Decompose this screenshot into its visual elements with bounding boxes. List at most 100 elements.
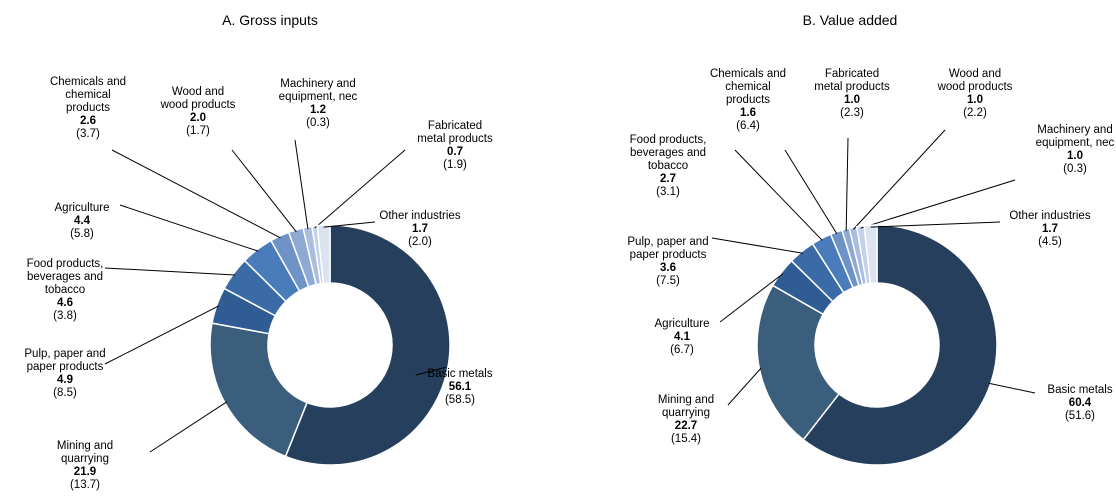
slice-label: Food products, beverages and tobacco 2.7(…	[603, 134, 733, 199]
leader-line	[104, 305, 219, 365]
donut-slice	[209, 322, 308, 458]
slice-label: Fabricated metal products 1.0 (2.3)	[787, 68, 917, 120]
leader-line	[853, 129, 946, 230]
value-label: 1.7	[1042, 223, 1058, 235]
category-label: Food products, beverages and tobacco	[26, 258, 104, 296]
slice-label: Agriculture 4.4 (5.8)	[17, 202, 147, 241]
secondary-label: (58.5)	[444, 394, 476, 406]
slice-label: Mining and quarrying 21.9 (13.7)	[20, 440, 150, 492]
donut-slice	[863, 224, 878, 285]
secondary-label: (3.7)	[76, 128, 100, 140]
leader-line	[870, 221, 1001, 228]
slice-label: Pulp, paper and paper products 4.9 (8.5)	[0, 348, 130, 400]
donut-slice	[802, 224, 998, 466]
category-label: Fabricated metal products	[814, 68, 890, 93]
value-label: 21.9	[73, 466, 97, 478]
category-label: Mining and quarrying	[657, 394, 715, 419]
donut-slice	[756, 284, 840, 441]
category-label: Basic metals	[427, 368, 493, 380]
leader-line	[111, 149, 281, 239]
slice-label: Machinery and equipment, nec 1.0 (0.3)	[1010, 124, 1116, 176]
category-label: Fabricated metal products	[417, 120, 493, 145]
category-label: Basic metals	[1047, 384, 1113, 396]
slice-label: Machinery and equipment, nec 1.2 (0.3)	[253, 78, 383, 130]
value-label: 4.9	[57, 374, 73, 386]
secondary-label: (51.6)	[1064, 410, 1096, 422]
donut-slice	[316, 224, 331, 285]
value-label: 2.6	[80, 115, 96, 127]
secondary-label: (3.8)	[53, 310, 77, 322]
leader-line	[104, 267, 236, 276]
leader-line	[719, 273, 784, 323]
leader-line	[711, 237, 803, 254]
leader-line	[119, 204, 259, 252]
leader-line	[323, 221, 376, 228]
slice-label: Chemicals and chemical products 1.6 (6.4)	[683, 68, 813, 133]
value-label: 4.4	[74, 215, 90, 227]
slice-label: Agriculture 4.1 (6.7)	[617, 318, 747, 357]
category-label: Chemicals and chemical products	[709, 68, 787, 106]
value-label: 2.7	[660, 173, 676, 185]
value-label: 56.1	[448, 381, 472, 393]
leader-line	[231, 149, 297, 233]
leader-line	[314, 149, 406, 229]
slice-label: Wood and wood products 1.0 (2.2)	[910, 68, 1040, 120]
leader-line	[415, 366, 447, 376]
slice-label: Pulp, paper and paper products 3.6 (7.5)	[603, 236, 733, 288]
value-label: 2.0	[190, 112, 206, 124]
secondary-label: (0.3)	[306, 117, 330, 129]
value-label: 1.2	[310, 104, 326, 116]
category-label: Other industries	[379, 210, 461, 222]
value-label: 1.0	[1067, 150, 1083, 162]
value-label: 1.7	[412, 223, 428, 235]
secondary-label: (0.3)	[1063, 163, 1087, 175]
leader-line	[845, 137, 849, 232]
secondary-label: (1.9)	[443, 159, 467, 171]
category-label: Chemicals and chemical products	[49, 76, 127, 114]
secondary-label: (1.7)	[186, 125, 210, 137]
slice-label: Other industries 1.7 (2.0)	[355, 210, 485, 249]
value-label: 3.6	[660, 262, 676, 274]
value-label: 22.7	[674, 420, 698, 432]
secondary-label: (8.5)	[53, 387, 77, 399]
chart-title: B. Value added	[802, 12, 898, 28]
category-label: Agriculture	[654, 318, 710, 330]
value-label: 1.0	[844, 94, 860, 106]
category-label: Wood and wood products	[937, 68, 1013, 93]
secondary-label: (2.3)	[840, 107, 864, 119]
value-label: 1.0	[967, 94, 983, 106]
slice-label: Wood and wood products 2.0 (1.7)	[133, 86, 263, 138]
secondary-label: (2.0)	[408, 236, 432, 248]
slice-label: Chemicals and chemical products 2.6 (3.7)	[23, 76, 153, 141]
leader-line	[860, 179, 1016, 229]
value-label: 1.6	[740, 107, 756, 119]
leader-line	[734, 149, 823, 241]
secondary-label: (15.4)	[670, 433, 702, 445]
secondary-label: (7.5)	[656, 275, 680, 287]
secondary-label: (3.1)	[656, 186, 680, 198]
value-label: 4.6	[57, 297, 73, 309]
leader-line	[784, 149, 838, 235]
donut-slice	[284, 224, 451, 466]
secondary-label: (13.7)	[69, 479, 101, 491]
category-label: Food products, beverages and tobacco	[629, 134, 707, 172]
category-label: Agriculture	[54, 202, 110, 214]
chart-title: A. Gross inputs	[222, 12, 318, 28]
secondary-label: (4.5)	[1038, 236, 1062, 248]
leader-line	[988, 382, 1036, 394]
category-label: Mining and quarrying	[56, 440, 114, 465]
slice-label: Basic metals 56.1 (58.5)	[395, 368, 525, 407]
category-label: Other industries	[1009, 210, 1091, 222]
slice-label: Mining and quarrying 22.7 (15.4)	[621, 394, 751, 446]
category-label: Wood and wood products	[160, 86, 236, 111]
slice-label: Food products, beverages and tobacco 4.6(…	[0, 258, 130, 323]
value-label: 60.4	[1068, 397, 1092, 409]
secondary-label: (6.4)	[736, 120, 760, 132]
slice-label: Basic metals 60.4 (51.6)	[1015, 384, 1116, 423]
leader-line	[149, 401, 227, 453]
secondary-label: (5.8)	[70, 228, 94, 240]
slice-label: Other industries 1.7 (4.5)	[985, 210, 1115, 249]
leader-line	[727, 367, 762, 406]
